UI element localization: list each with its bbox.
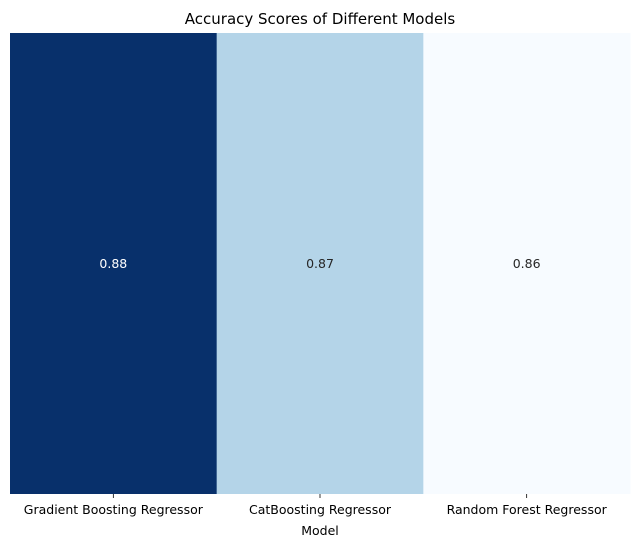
x-axis-label: Model: [301, 523, 339, 538]
heatmap-cell: [10, 33, 218, 494]
chart-title: Accuracy Scores of Different Models: [185, 10, 456, 28]
x-axis-ticks: Gradient Boosting Regressor CatBoosting R…: [24, 494, 608, 517]
cell-value-label: 0.88: [99, 256, 127, 271]
x-tick-label: Gradient Boosting Regressor: [24, 502, 204, 517]
cell-value-label: 0.87: [306, 256, 334, 271]
heatmap-cells: [10, 33, 631, 494]
cell-value-label: 0.86: [513, 256, 541, 271]
heatmap-cell: [423, 33, 631, 494]
x-tick-label: Random Forest Regressor: [447, 502, 608, 517]
cell-value-labels: 0.88 0.87 0.86: [99, 256, 540, 271]
x-tick-label: CatBoosting Regressor: [249, 502, 392, 517]
heatmap-cell: [216, 33, 424, 494]
